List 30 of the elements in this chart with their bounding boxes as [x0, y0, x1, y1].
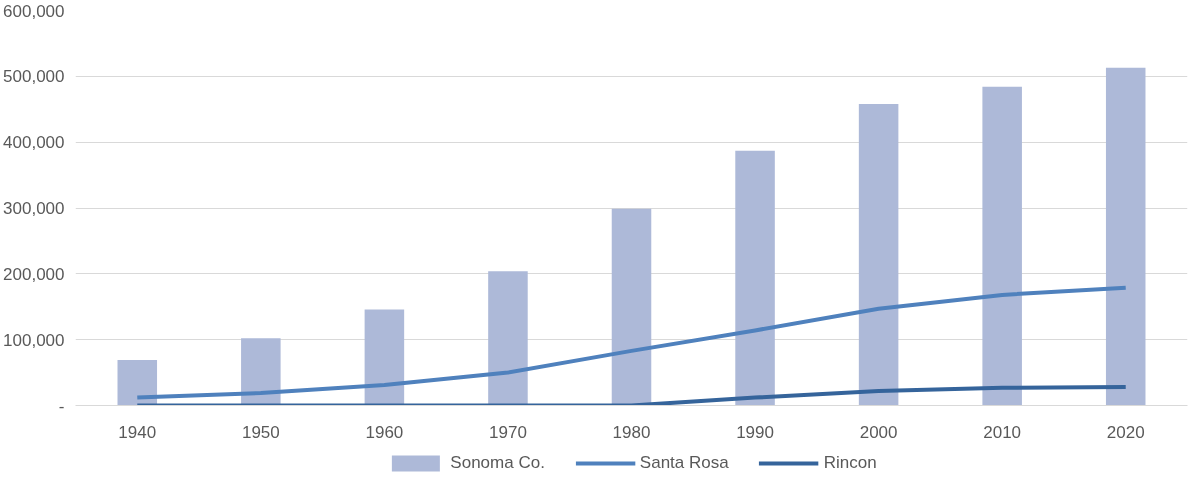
y-tick-label: 100,000 — [3, 330, 65, 350]
bar — [858, 103, 899, 406]
x-tick-label: 2020 — [1106, 422, 1145, 442]
bar — [735, 150, 775, 406]
bar — [488, 271, 528, 406]
x-tick-label: 1970 — [489, 422, 527, 442]
y-tick-label: 300,000 — [3, 199, 65, 218]
y-tick-label: 400,000 — [3, 133, 65, 153]
x-tick-label: 1960 — [365, 422, 404, 442]
x-tick-label: 1940 — [118, 422, 157, 442]
y-tick-label: - — [58, 396, 65, 416]
line-series — [135, 385, 1128, 406]
bar — [241, 338, 281, 406]
bar — [1105, 67, 1146, 406]
x-tick-label: 1950 — [241, 422, 280, 442]
bar — [611, 208, 652, 406]
bar — [364, 309, 405, 406]
y-tick-label: 200,000 — [3, 264, 65, 284]
line-series — [135, 285, 1128, 400]
y-tick-label: 600,000 — [3, 1, 65, 21]
x-tick-label: 2010 — [983, 422, 1022, 442]
bar — [117, 360, 158, 406]
legend-label: Santa Rosa — [639, 452, 729, 473]
legend-label: Sonoma Co. — [450, 452, 545, 473]
x-tick-label: 1980 — [612, 422, 651, 442]
bar — [982, 86, 1022, 406]
x-tick-label: 2000 — [859, 422, 898, 442]
legend-label: Rincon — [823, 452, 877, 473]
x-tick-label: 1990 — [736, 422, 774, 442]
y-tick-label: 500,000 — [3, 67, 65, 87]
